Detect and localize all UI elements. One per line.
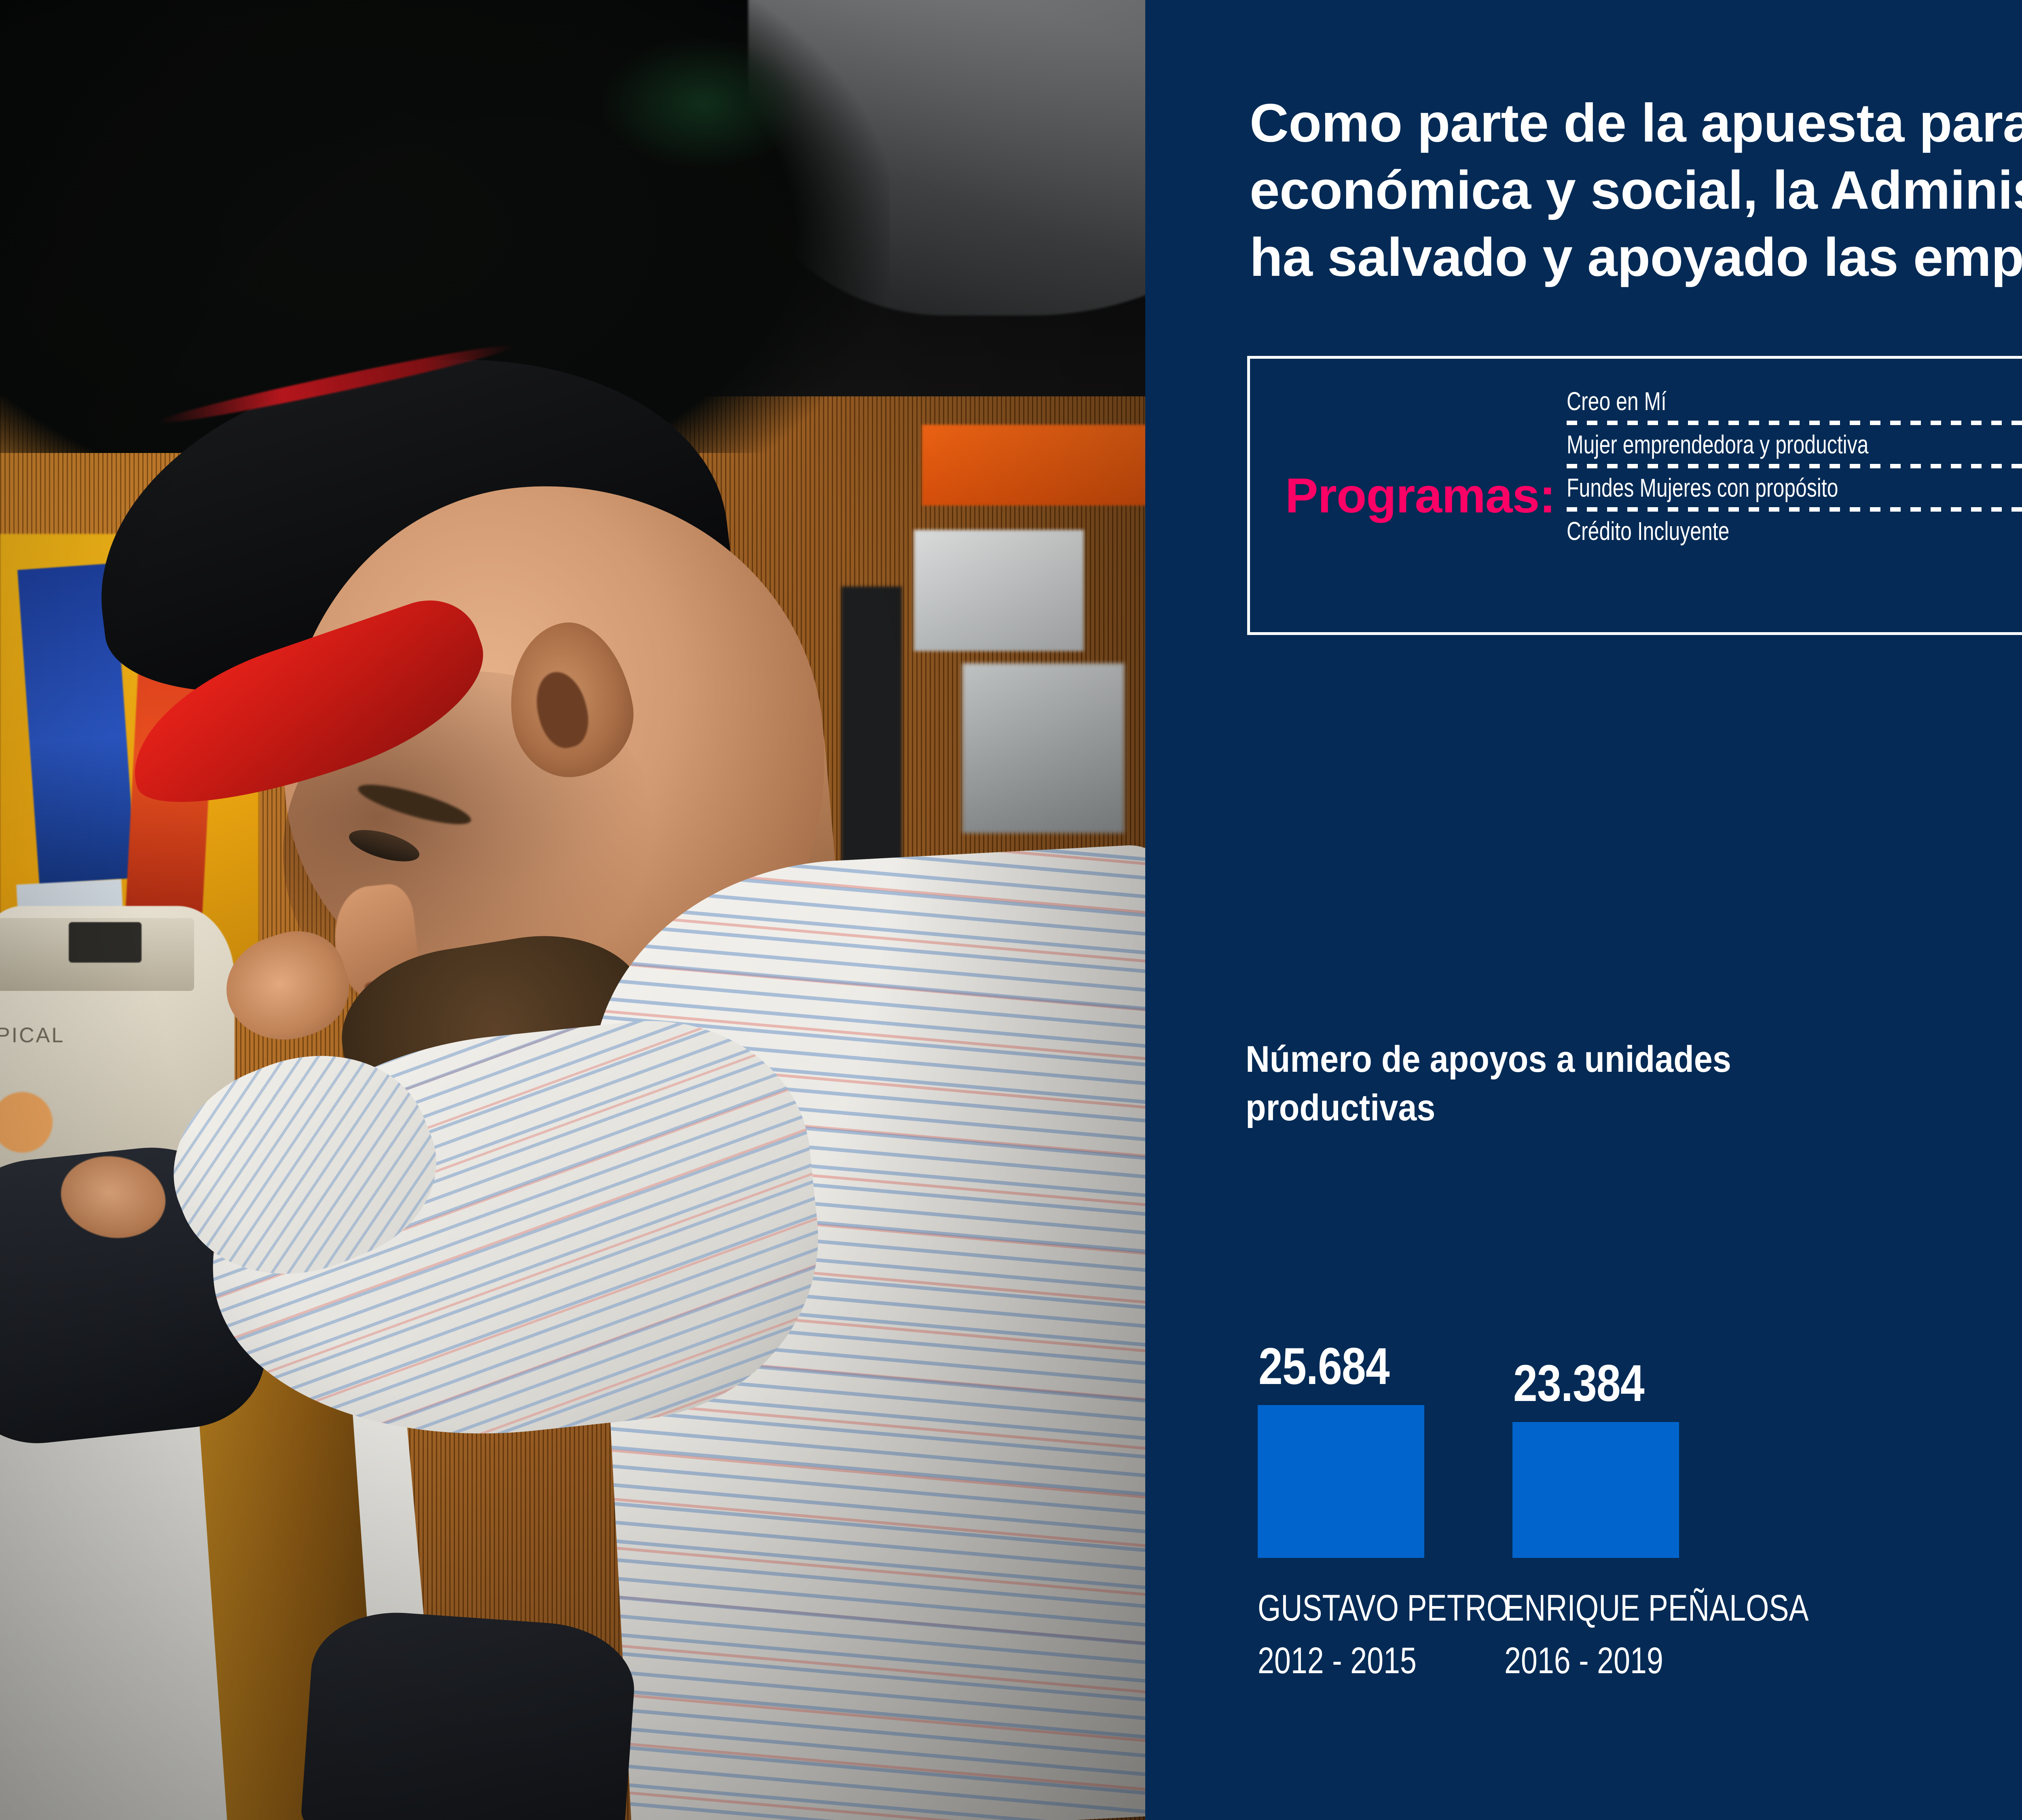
headline-line-2: económica y social, la Administración Di… — [1250, 160, 2022, 221]
sewing-machine-detail — [69, 922, 142, 963]
bar-category-label: ENRIQUE PEÑALOSA — [1504, 1587, 1809, 1629]
bar-value-label: 25.684 — [1258, 1337, 1390, 1395]
programs-box — [1247, 356, 2022, 635]
bar-category-label: GUSTAVO PETRO — [1258, 1587, 1510, 1629]
dashed-divider — [1567, 464, 2022, 468]
chart-title: Número de apoyos a unidades productivas — [1246, 1039, 1731, 1128]
headline-line-1: Como parte de la apuesta para la reactiv… — [1250, 93, 2022, 153]
sewing-machine-brand-text: PICAL — [0, 1024, 65, 1047]
programs-label: Programas: — [1285, 468, 1556, 523]
bar-period-label: 2012 - 2015 — [1258, 1640, 1417, 1681]
bar-value-label: 23.384 — [1513, 1354, 1645, 1412]
shelf-white-box — [914, 530, 1084, 651]
headline: Como parte de la apuesta para la reactiv… — [1250, 90, 2022, 291]
green-light-glow — [599, 36, 809, 170]
bar-gustavo-petro — [1258, 1405, 1424, 1558]
program-item: Fundes Mujeres con propósito — [1567, 473, 1838, 502]
bar-enrique-penalosa — [1512, 1422, 1679, 1558]
tailor-sewing-photo: PICAL — [0, 0, 1145, 1820]
content-panel: Como parte de la apuesta para la reactiv… — [1145, 0, 2022, 1820]
headline-line-3: ha salvado y apoyado las empresas. — [1250, 227, 2022, 288]
program-item: Mujer emprendedora y productiva — [1567, 430, 1869, 459]
program-item: Crédito Incluyente — [1567, 516, 1730, 546]
shelf-grey-box — [962, 663, 1124, 833]
bar-period-label: 2016 - 2019 — [1504, 1640, 1663, 1681]
programs-column-left: Creo en Mí Mujer emprendedora y producti… — [1567, 384, 2022, 550]
dashed-divider — [1567, 507, 2022, 512]
shelf-orange-box — [922, 425, 1145, 506]
dark-garment-lower — [300, 1606, 639, 1820]
program-item: Creo en Mí — [1567, 387, 1667, 416]
dashed-divider — [1567, 421, 2022, 425]
thread-spool — [0, 1092, 53, 1153]
